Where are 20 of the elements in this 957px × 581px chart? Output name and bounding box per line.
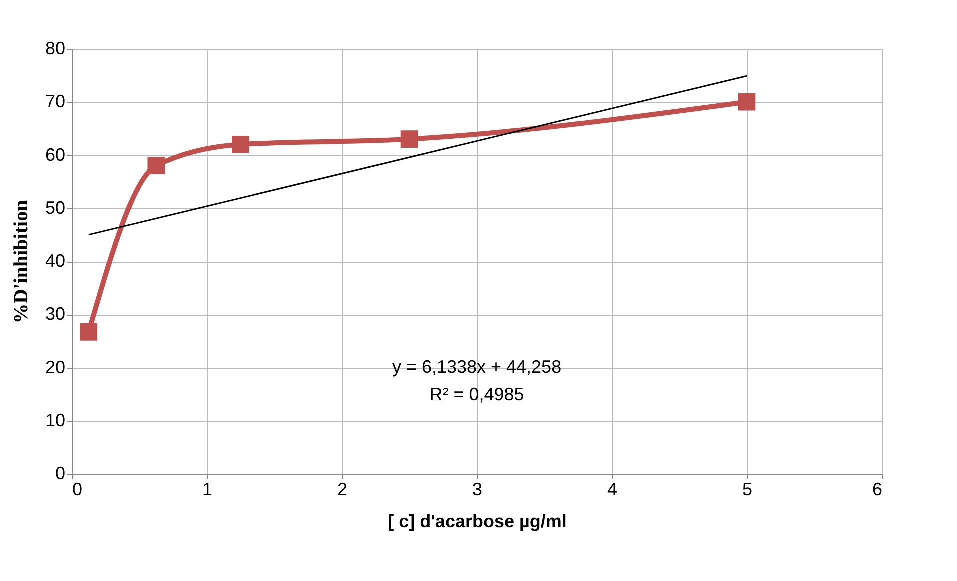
y-tick-label: 60 (45, 144, 66, 165)
y-tick-label: 20 (45, 357, 66, 378)
y-tick-label: 10 (45, 410, 66, 430)
y-axis-title: %D'inhibition (10, 200, 32, 324)
x-tick-label: 0 (72, 480, 83, 500)
y-tick-label: 30 (45, 304, 66, 324)
x-tick-label: 5 (742, 480, 753, 500)
y-tick-label: 80 (45, 38, 66, 58)
x-tick-label: 4 (607, 480, 618, 500)
y-tick-label: 50 (45, 198, 66, 218)
x-tick-label: 2 (337, 480, 348, 500)
annotation: y = 6,1338x + 44,258 (392, 356, 562, 377)
x-tick-label: 1 (202, 480, 213, 500)
x-axis-title: [ c] d'acarbose µg/ml (388, 512, 567, 532)
y-tick-label: 40 (45, 251, 66, 271)
x-tick-label: 3 (472, 480, 483, 500)
annotation: R² = 0,4985 (430, 384, 524, 404)
x-tick-label: 6 (872, 480, 882, 500)
y-tick-label: 70 (45, 92, 66, 112)
y-tick-label: 0 (55, 464, 66, 484)
